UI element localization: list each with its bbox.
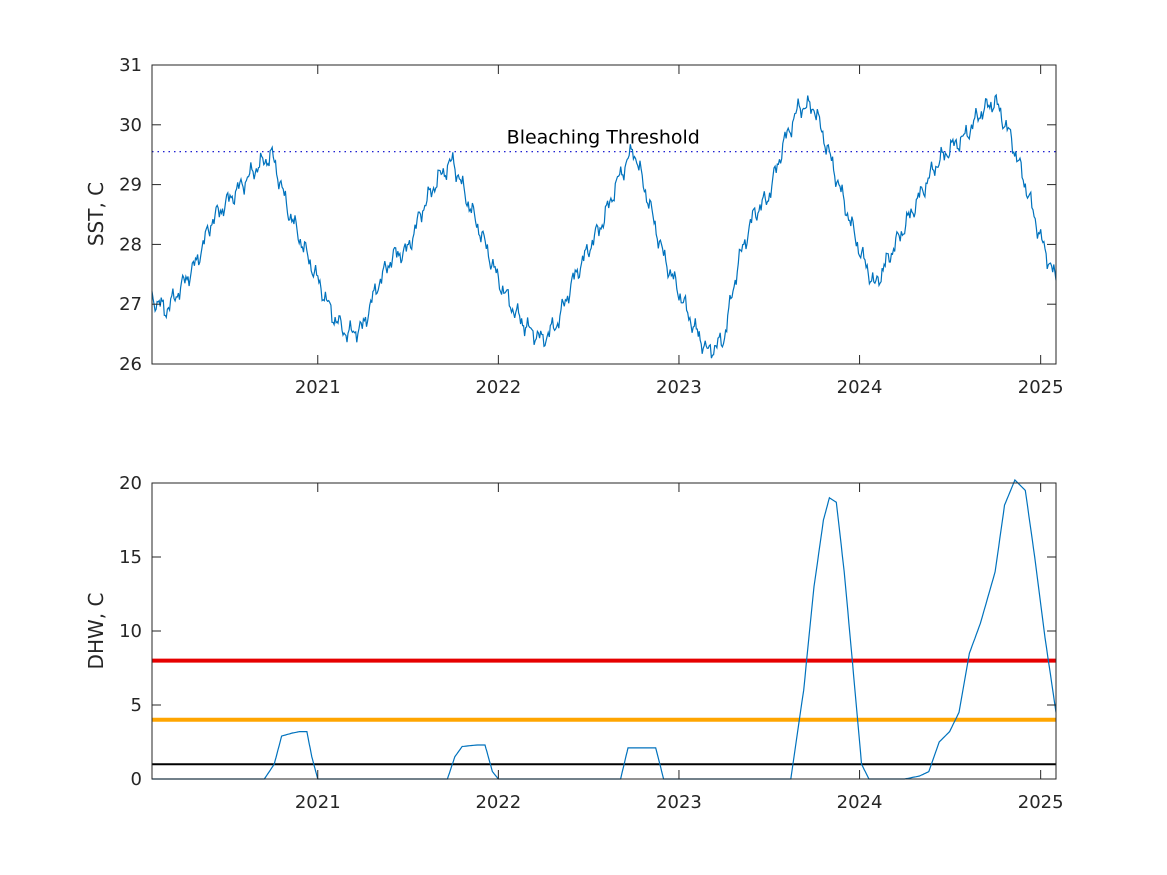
x-tick-label: 2022 (475, 792, 521, 813)
y-tick-label: 10 (119, 621, 142, 642)
sst-axes-box (151, 64, 1057, 365)
y-tick-label: 15 (119, 547, 142, 568)
sst-plot-area (152, 65, 1056, 364)
y-tick-label: 26 (119, 354, 142, 375)
y-tick-label: 30 (119, 115, 142, 136)
x-tick-label: 2024 (837, 377, 883, 398)
sst-series-line (151, 93, 1057, 359)
y-tick-label: 20 (119, 473, 142, 494)
x-tick-label: 2021 (295, 792, 341, 813)
dhw-series (152, 478, 1057, 780)
x-tick-label: 2023 (656, 377, 702, 398)
y-tick-label: 0 (131, 769, 142, 790)
x-tick-label: 2021 (295, 377, 341, 398)
y-tick-label: 5 (131, 695, 142, 716)
x-tick-label: 2025 (1018, 377, 1064, 398)
y-tick-label: 27 (119, 294, 142, 315)
dhw-x-ticks: 2021 2022 2023 2024 2025 (295, 483, 1064, 813)
dhw-y-ticks: 0 5 10 15 20 (119, 473, 1056, 790)
sst-series (151, 93, 1057, 359)
x-tick-label: 2022 (475, 377, 521, 398)
sst-y-ticks: 26 27 28 29 30 31 (119, 55, 1056, 375)
sst-x-ticks: 2021 2022 2023 2024 2025 (295, 65, 1064, 398)
x-tick-label: 2024 (837, 792, 883, 813)
dhw-reference-lines (152, 658, 1056, 766)
dhw-series-line (152, 478, 1057, 780)
x-tick-label: 2023 (656, 792, 702, 813)
bleaching-threshold-label: Bleaching Threshold (507, 127, 700, 149)
x-tick-label: 2025 (1018, 792, 1064, 813)
y-tick-label: 28 (119, 234, 142, 255)
dhw-axes: 2021 2022 2023 2024 2025 0 5 10 15 20 DHW, C (84, 473, 1064, 813)
y-tick-label: 31 (119, 55, 142, 76)
sst-y-axis-label: SST, C (84, 182, 108, 246)
dhw-y-axis-label: DHW, C (84, 593, 108, 670)
y-tick-label: 29 (119, 175, 142, 196)
dhw-plot-area (152, 483, 1056, 779)
sst-axes: 2021 2022 2023 2024 2025 26 27 28 29 30 31 Bleach… (84, 55, 1064, 398)
